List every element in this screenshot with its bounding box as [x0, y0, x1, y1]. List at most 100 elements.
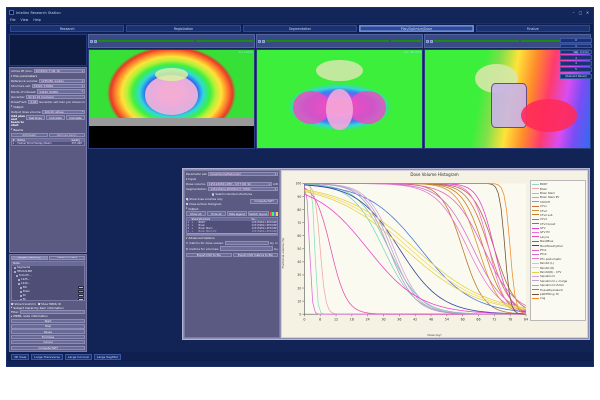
list-item[interactable]: Segmenta	[12, 266, 84, 270]
show-all-button[interactable]: Show all	[186, 211, 206, 216]
advanced-options-header[interactable]: ▾ Advanced Options	[186, 236, 278, 240]
panel-button-4[interactable]: 4	[560, 61, 592, 66]
slider-knob[interactable]	[519, 40, 522, 44]
legend-item[interactable]: Brain Stem	[532, 191, 584, 195]
subject-hierarchy-item-info-header[interactable]: ▸ Subject hierarchy item information	[11, 306, 85, 310]
menu-item-file[interactable]: File	[10, 18, 16, 22]
large-transverse-button[interactable]: Large Transverse	[31, 353, 63, 360]
legend-item[interactable]: CTv2	[532, 208, 584, 213]
legend-item[interactable]: GTV	[532, 226, 584, 230]
full-dose-button[interactable]: Full Dose	[11, 334, 85, 339]
menu-item-help[interactable]: Help	[33, 18, 41, 22]
dvh-input-section-header[interactable]: ▾ Input	[186, 177, 278, 181]
v-metrics-input[interactable]	[224, 241, 269, 246]
legend-item[interactable]: Parotid(R) - CTV	[532, 270, 584, 274]
slider-track[interactable]	[98, 40, 253, 44]
maximize-icon[interactable]: □	[578, 10, 583, 15]
select-individual-structures-radio[interactable]: Select individual structures	[186, 192, 278, 196]
horizontal-scrollbar[interactable]	[187, 232, 277, 235]
legend-item[interactable]: SpinalCord + marge	[532, 279, 584, 283]
legend-item[interactable]: pathFitting 70	[532, 292, 584, 296]
large-sagittal-button[interactable]: Large Sagittal	[93, 353, 121, 360]
pin-icon[interactable]	[94, 39, 97, 43]
large-coronal-button[interactable]: Large Coronal	[64, 353, 92, 360]
list-item[interactable]: Brain	[12, 290, 84, 294]
legend-item[interactable]: SpinalCord x5mm	[532, 283, 584, 287]
list-item[interactable]: 1240...	[12, 282, 84, 286]
active-plan-select[interactable]: 1235452_T OR_SC ▾	[33, 69, 85, 74]
dvh-dose-volume-select[interactable]: 1251249811-RTD - [2] T OR_SC ▾	[206, 182, 272, 187]
show-dose-volumes-only-checkbox[interactable]: Show dose volumes only	[186, 197, 249, 202]
pause-button[interactable]: Pause	[11, 329, 85, 334]
isocenter-field[interactable]: 91 91 91 (Camera)	[26, 94, 85, 99]
calculate-wed-button[interactable]: Calculate	[66, 115, 85, 120]
eye-icon[interactable]	[258, 39, 261, 43]
add-beam-button[interactable]: Add beam	[11, 132, 48, 138]
dvh-row-show-checkbox[interactable]: ✓	[191, 226, 194, 230]
close-icon[interactable]: ✕	[585, 10, 590, 15]
dvh-row-show-checkbox[interactable]: ✓	[191, 229, 194, 233]
axial-slice-view[interactable]: Ax: 1.5mm	[88, 49, 255, 149]
slider-track[interactable]	[266, 40, 421, 44]
pin-icon[interactable]	[262, 39, 265, 43]
filter-input[interactable]	[20, 309, 85, 315]
legend-item[interactable]: CTv3 boost	[532, 222, 584, 226]
output-section-header[interactable]: ▾ Output	[11, 105, 85, 109]
compute-dvh-button-left[interactable]: Compute DVH	[11, 345, 85, 350]
legend-item[interactable]: CTv2 sub	[532, 213, 584, 217]
panel-button-1[interactable]: 1	[560, 43, 592, 49]
switch-layout-button[interactable]: Switch layout	[247, 211, 269, 216]
legend-item[interactable]: BODY	[532, 182, 584, 186]
calculate-dose-button[interactable]: Calculate	[46, 115, 65, 120]
legend-item[interactable]: PTv1	[532, 248, 584, 252]
eye-icon[interactable]	[426, 39, 429, 43]
slider-knob[interactable]	[193, 40, 196, 44]
tab-subject-hierarchy[interactable]: Subject hierarchy	[11, 255, 48, 260]
tab-research[interactable]: Research	[10, 25, 125, 32]
test-dose-button[interactable]: Test Dose	[26, 115, 45, 120]
pin-icon[interactable]	[430, 39, 433, 43]
list-item[interactable]: TomoTh...	[12, 274, 84, 278]
list-item[interactable]: BO	[12, 286, 84, 290]
dvh-row-show-checkbox[interactable]: ✓	[191, 220, 194, 224]
list-item[interactable]: HELICALBM	[12, 270, 84, 274]
legend-item[interactable]: ring	[532, 296, 584, 300]
menu-item-view[interactable]: View	[20, 18, 29, 22]
hide-all-button[interactable]: Hide all	[206, 211, 227, 216]
show-transform-checkbox[interactable]: Show transform	[11, 302, 36, 307]
slice-slider-sagittal[interactable]	[424, 34, 591, 48]
legend-item[interactable]: PTv2	[532, 252, 584, 256]
points-of-interest-select[interactable]: 53420_SCIMO ▾	[37, 89, 85, 94]
tab-transform-hierarchy[interactable]: Transform hiera	[48, 255, 85, 260]
chart-legend[interactable]: BODY Brain Brain Stem Brain Stem PV COUCH CTv…	[530, 180, 586, 321]
parameter-set-select[interactable]: DoseVolumeHistogram ▾	[208, 172, 278, 177]
d-metrics-input[interactable]	[219, 246, 274, 251]
legend-item[interactable]: MouthCavityOral	[532, 243, 584, 248]
slice-slider-coronal[interactable]	[256, 34, 423, 48]
dvh-plot[interactable]: Dose Volume Histogram Fractional volume …	[281, 170, 588, 338]
dose-fraction-input[interactable]: 2.00	[28, 99, 38, 105]
table-row[interactable]: 1 ✓ BODY 115159811-RTDOSE: Tomo	[187, 220, 278, 224]
start-button[interactable]: Start	[11, 318, 85, 324]
legend-item[interactable]: COUCH	[532, 200, 584, 204]
remove-beam-button[interactable]: Remove beam	[48, 132, 85, 138]
tab-registration[interactable]: Registration	[126, 25, 241, 32]
dvh-segmentation-select[interactable]: 1451252CA-RTSTRUCT: TOMO ▾	[208, 187, 278, 192]
legend-item[interactable]: CTv1	[532, 204, 584, 208]
rebuild-panel-button[interactable]: [Rebuild Panel]	[560, 74, 592, 79]
tab-segmentation[interactable]: Segmentation	[242, 25, 358, 32]
tab-plan-optimize-dose[interactable]: Plan/Optimize/Dose	[359, 25, 474, 32]
list-item[interactable]: Br	[12, 294, 84, 298]
stop-button[interactable]: Stop	[11, 324, 85, 329]
export-dvh-metrics-button[interactable]: Export DVH metrics to file	[232, 252, 278, 257]
hide-legend-button[interactable]: Hide legend	[227, 211, 247, 216]
legend-item[interactable]: GTV PV	[532, 230, 584, 234]
legend-item[interactable]: MandBlue	[532, 239, 584, 243]
beams-section-header[interactable]: ▾ Beams	[11, 128, 85, 132]
table-row[interactable]: 3 ✓ Brain Stem 115159811-RTDOSE: Tomo	[187, 226, 278, 230]
legend-item[interactable]: SpinalCord	[532, 274, 584, 278]
legend-item[interactable]: Parotid (L)	[532, 261, 584, 265]
structure-set-select[interactable]: 53420_1TORO ▾	[31, 84, 85, 89]
dvh-output-section-header[interactable]: ▾ Output	[186, 207, 278, 211]
output-dose-volume-select[interactable]: 104.20_aDose ▾	[42, 109, 85, 114]
